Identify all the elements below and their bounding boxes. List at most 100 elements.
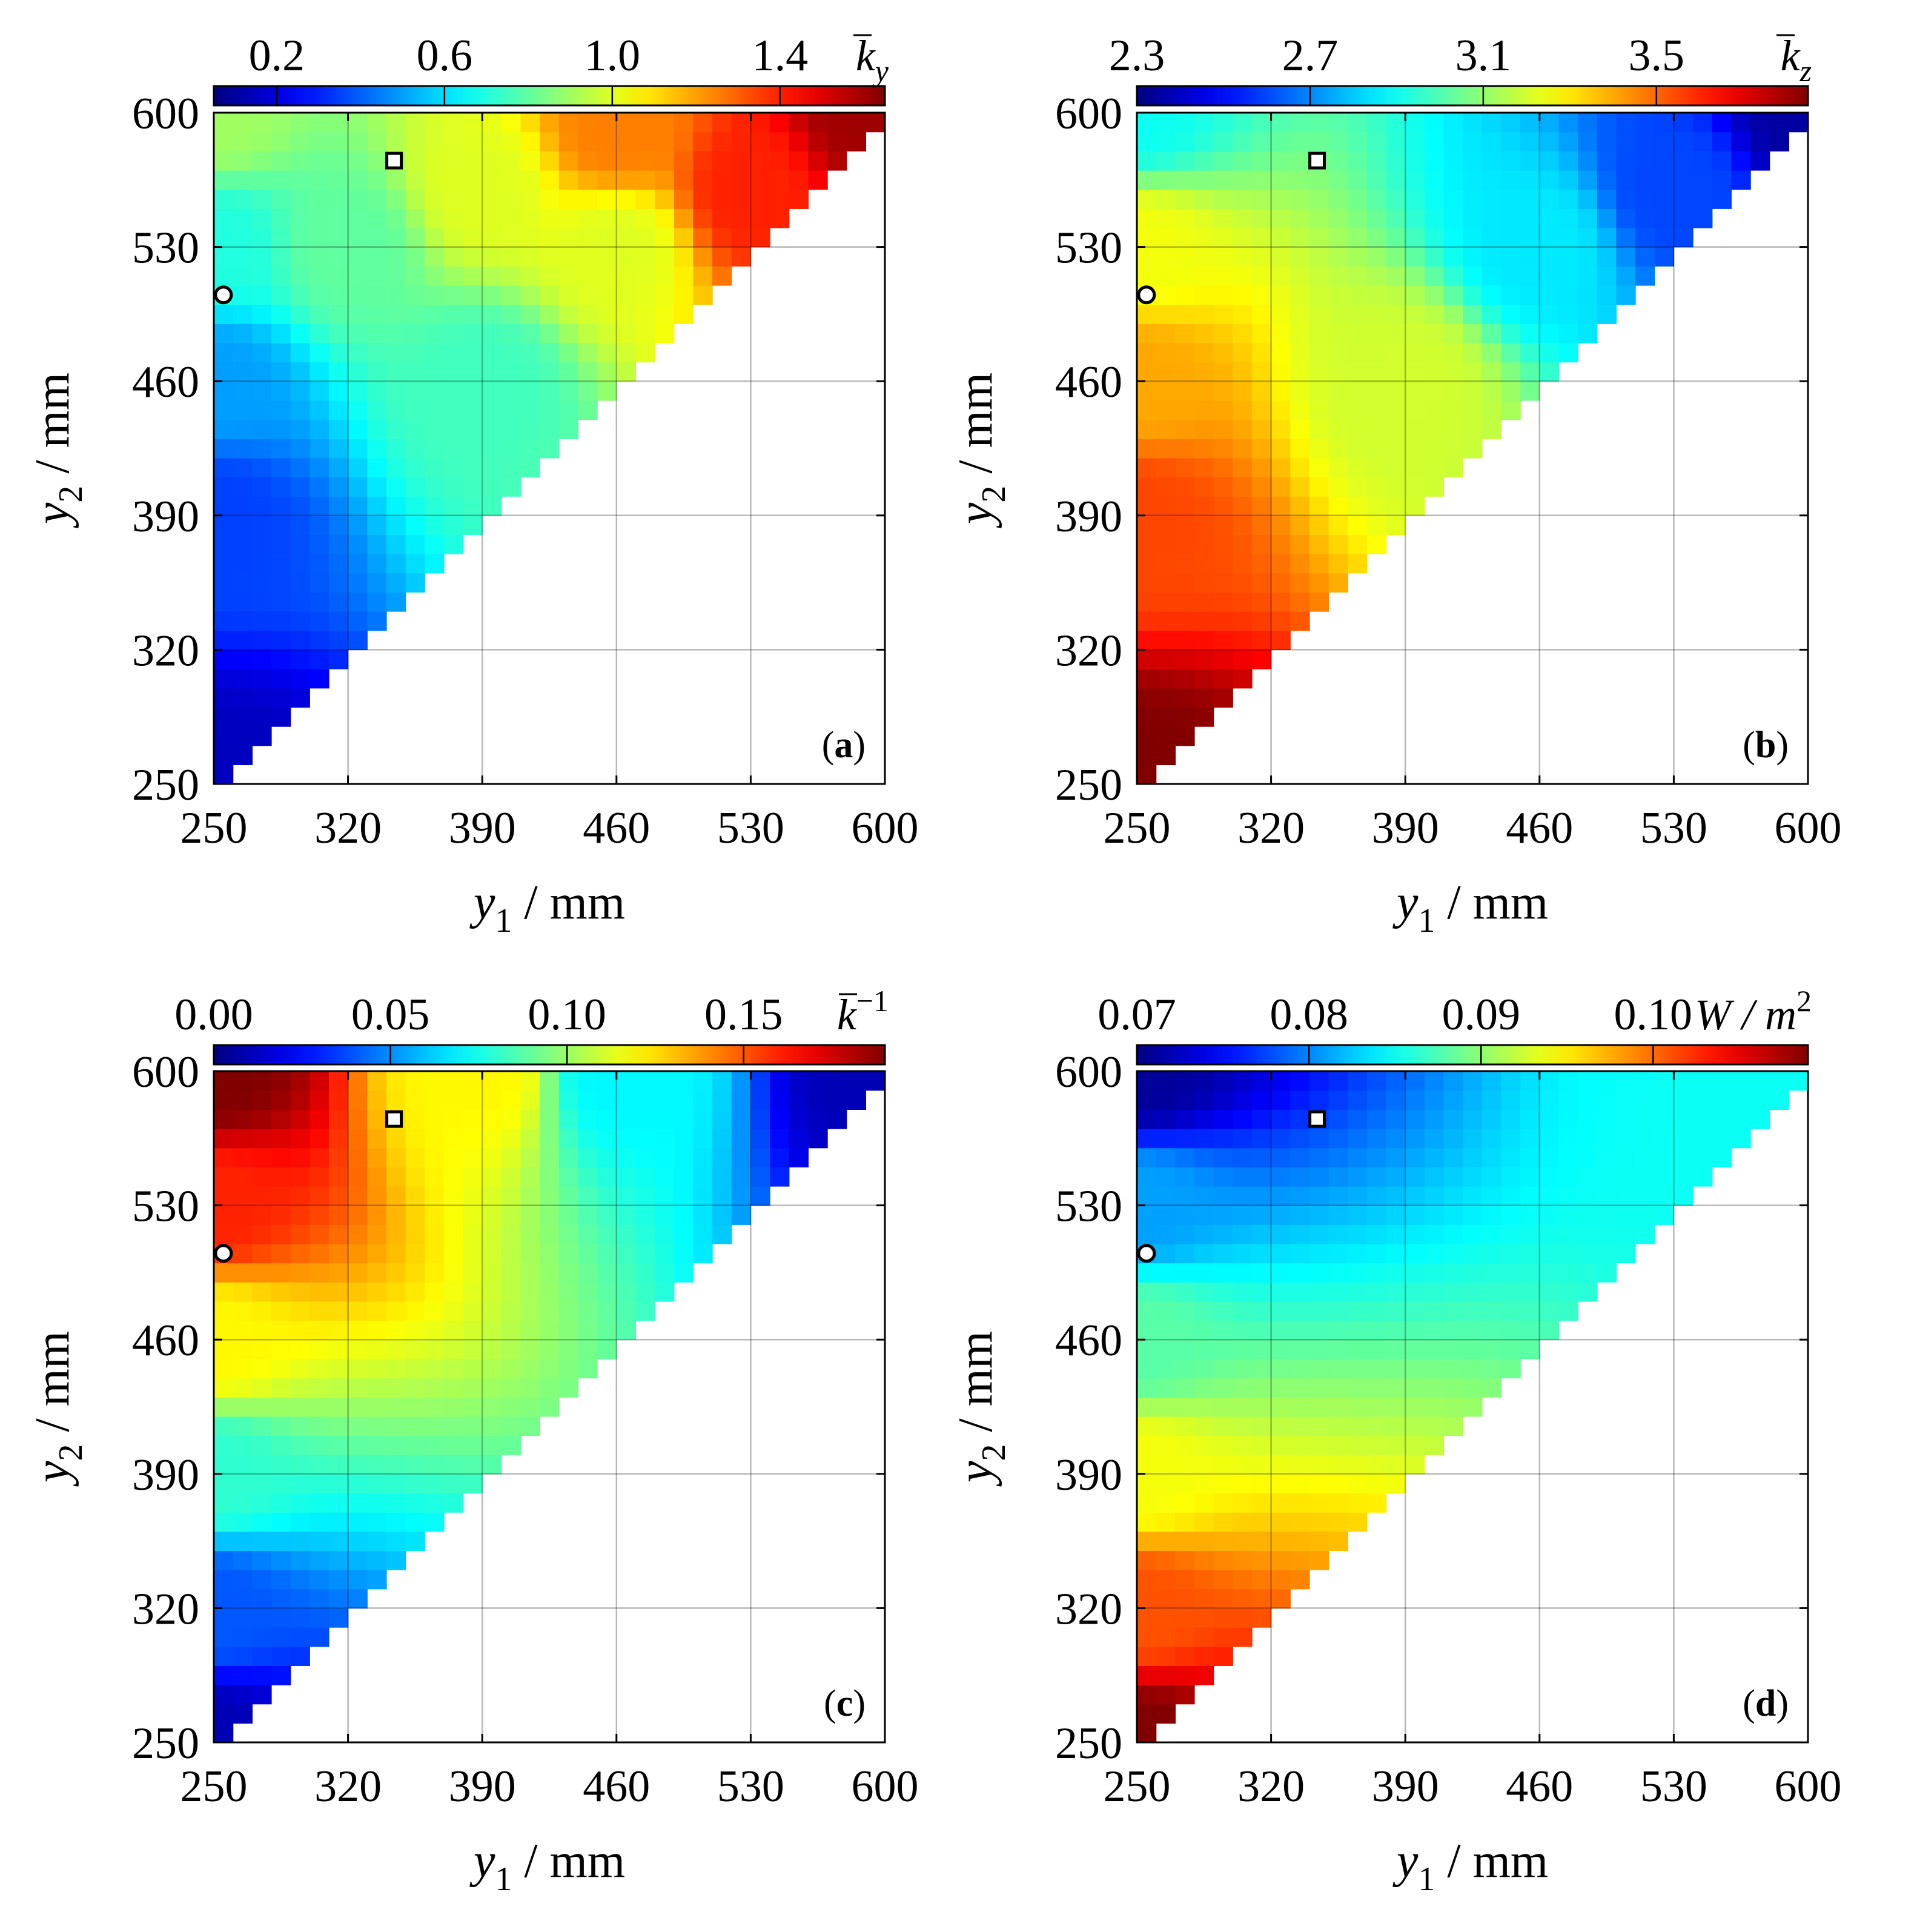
heatmap-cell xyxy=(1463,439,1483,459)
heatmap-cell xyxy=(233,1550,253,1570)
heatmap-cell xyxy=(1309,1263,1329,1283)
heatmap-cell xyxy=(425,1186,445,1206)
heatmap-cell xyxy=(1501,1339,1521,1359)
heatmap-cell xyxy=(463,1473,483,1494)
heatmap-cell xyxy=(1137,477,1157,497)
heatmap-cell xyxy=(348,534,368,554)
heatmap-cell xyxy=(808,151,828,171)
heatmap-cell xyxy=(443,515,464,536)
heatmap-cell xyxy=(405,1071,425,1091)
heatmap-cell xyxy=(693,1129,713,1149)
heatmap-cell xyxy=(1366,1243,1387,1264)
colorbar-tick-label: 1.0 xyxy=(584,31,641,81)
heatmap-cell xyxy=(808,1109,828,1129)
heatmap-cell xyxy=(443,400,464,420)
heatmap-cell xyxy=(1366,151,1387,171)
heatmap-cell xyxy=(616,266,637,286)
heatmap-cell xyxy=(1463,1301,1483,1321)
heatmap-cell xyxy=(1348,1224,1368,1244)
heatmap-cell xyxy=(252,131,272,151)
heatmap-cell xyxy=(520,1358,540,1379)
heatmap-cell xyxy=(1463,227,1483,248)
heatmap-cell xyxy=(290,189,310,209)
heatmap-cell xyxy=(443,1301,464,1321)
heatmap-cell xyxy=(1175,496,1195,516)
heatmap-cell xyxy=(271,1282,291,1302)
heatmap-cell xyxy=(1520,362,1540,382)
heatmap-cell xyxy=(1482,1129,1502,1149)
heatmap-cell xyxy=(1424,381,1445,401)
heatmap-cell xyxy=(1251,1512,1272,1532)
heatmap-cell xyxy=(443,189,464,209)
heatmap-cell xyxy=(271,1263,291,1283)
heatmap-cell xyxy=(1443,1129,1463,1149)
heatmap-cell xyxy=(1233,247,1253,267)
heatmap-cell xyxy=(1424,1320,1445,1340)
heatmap-cell xyxy=(1578,1090,1598,1110)
heatmap-cell xyxy=(1386,1320,1406,1340)
heatmap-cell xyxy=(1597,1109,1617,1129)
heatmap-cell xyxy=(271,1570,291,1590)
heatmap-cell xyxy=(693,131,713,151)
heatmap-cell xyxy=(1712,1109,1732,1129)
heatmap-cell xyxy=(1175,1588,1195,1608)
heatmap-cell xyxy=(540,381,560,401)
heatmap-cell xyxy=(1251,1147,1272,1167)
heatmap-cell xyxy=(1366,1090,1387,1110)
heatmap-cell xyxy=(348,1186,368,1206)
heatmap-cell xyxy=(1386,1397,1406,1417)
heatmap-cell xyxy=(1348,1416,1368,1436)
heatmap-cell xyxy=(233,189,253,209)
heatmap-cell xyxy=(1156,1358,1176,1379)
heatmap-cell xyxy=(616,131,637,151)
heatmap-cell xyxy=(1290,1570,1310,1590)
heatmap-cell xyxy=(367,1243,387,1264)
heatmap-cell xyxy=(1194,1550,1214,1570)
heatmap-cell xyxy=(386,342,406,363)
heatmap-cell xyxy=(1654,247,1674,267)
heatmap-cell xyxy=(1674,208,1694,228)
heatmap-cell xyxy=(1424,151,1445,171)
heatmap-cell xyxy=(616,1263,637,1283)
heatmap-cell xyxy=(520,362,540,382)
heatmap-cell xyxy=(1731,1071,1751,1091)
heatmap-cell xyxy=(1731,151,1751,171)
heatmap-cell xyxy=(1309,457,1329,478)
heatmap-cell xyxy=(425,170,445,190)
heatmap-cell xyxy=(1501,1129,1521,1149)
heatmap-cell xyxy=(693,1090,713,1110)
colorbar: 0.07 0.08 0.09 0.10 W / m2 xyxy=(1098,984,1812,1066)
heatmap-cell xyxy=(558,285,579,305)
heatmap-cell xyxy=(271,649,291,669)
heatmap-cell xyxy=(1482,1186,1502,1206)
heatmap-cell xyxy=(558,304,579,324)
heatmap-cell xyxy=(770,208,790,228)
heatmap-cell xyxy=(1213,1570,1233,1590)
heatmap-cell xyxy=(367,113,387,133)
heatmap-cell xyxy=(1366,1167,1387,1187)
heatmap-cell xyxy=(655,170,675,190)
heatmap-cell xyxy=(1194,247,1214,267)
heatmap-cell xyxy=(271,1147,291,1167)
heatmap-cell xyxy=(252,457,272,478)
heatmap-cell xyxy=(1213,285,1233,305)
heatmap-cell xyxy=(1348,1378,1368,1398)
heatmap-cell xyxy=(233,227,253,248)
heatmap-cell xyxy=(1597,1243,1617,1264)
heatmap-cell xyxy=(501,1129,521,1149)
heatmap-cell xyxy=(310,1071,329,1091)
heatmap-cell xyxy=(674,304,694,324)
heatmap-cell xyxy=(1366,342,1387,363)
heatmap-cell xyxy=(597,1282,617,1302)
heatmap-cell xyxy=(1501,1263,1521,1283)
heatmap-cell xyxy=(1693,189,1713,209)
heatmap-cell xyxy=(1156,1473,1176,1494)
heatmap-cell xyxy=(635,1071,655,1091)
heatmap-cell xyxy=(1251,649,1272,669)
heatmap-cell xyxy=(1348,1339,1368,1359)
heatmap-cell xyxy=(290,1263,310,1283)
heatmap-cell xyxy=(712,266,732,286)
heatmap-cell xyxy=(425,342,445,363)
heatmap-cell xyxy=(252,1570,272,1590)
heatmap-cell xyxy=(290,381,310,401)
